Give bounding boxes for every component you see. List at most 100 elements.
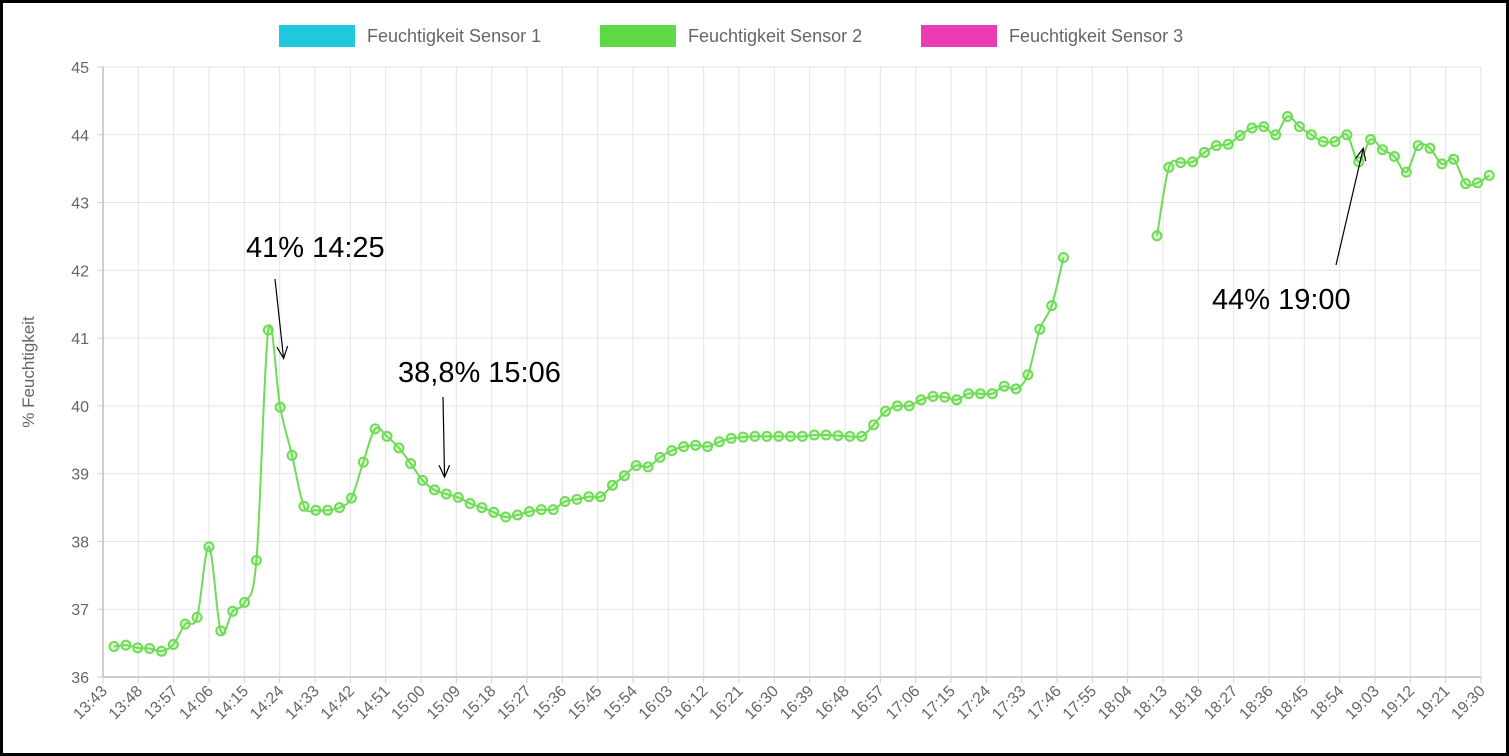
data-point[interactable] [215, 625, 227, 637]
data-point[interactable] [939, 391, 951, 403]
data-point[interactable] [1436, 158, 1448, 170]
data-point[interactable] [796, 430, 808, 442]
data-point[interactable] [322, 504, 334, 516]
data-point[interactable] [571, 493, 583, 505]
data-point[interactable] [440, 488, 452, 500]
data-point[interactable] [405, 458, 417, 469]
data-point[interactable] [476, 502, 488, 514]
data-point[interactable] [1365, 134, 1377, 145]
data-point[interactable] [583, 491, 595, 503]
data-point[interactable] [108, 641, 120, 652]
data-point[interactable] [749, 430, 761, 442]
data-point[interactable] [369, 423, 381, 435]
data-point[interactable] [1270, 129, 1282, 141]
data-point[interactable] [144, 643, 156, 654]
data-point[interactable] [1022, 369, 1034, 381]
data-point[interactable] [1258, 121, 1270, 133]
data-point[interactable] [737, 431, 749, 443]
data-point[interactable] [1234, 130, 1246, 141]
data-point[interactable] [986, 388, 998, 400]
data-point[interactable] [1010, 383, 1022, 395]
data-point[interactable] [298, 500, 310, 512]
data-point[interactable] [167, 639, 179, 650]
data-point[interactable] [666, 445, 678, 457]
data-point[interactable] [998, 380, 1010, 392]
data-point[interactable] [250, 554, 262, 566]
data-point[interactable] [179, 618, 191, 630]
data-point[interactable] [1151, 230, 1163, 242]
data-point[interactable] [808, 429, 820, 441]
data-point[interactable] [654, 451, 666, 463]
data-point[interactable] [1199, 146, 1210, 158]
data-point[interactable] [239, 596, 251, 608]
data-point[interactable] [464, 498, 476, 509]
data-point[interactable] [1210, 140, 1222, 152]
data-point[interactable] [702, 441, 713, 453]
data-point[interactable] [713, 436, 725, 448]
data-point[interactable] [1058, 252, 1069, 263]
data-point[interactable] [523, 506, 535, 518]
data-point[interactable] [951, 394, 963, 406]
data-point[interactable] [512, 509, 523, 521]
data-point[interactable] [1472, 177, 1483, 189]
data-point[interactable] [488, 506, 500, 518]
data-point[interactable] [785, 430, 796, 442]
data-point[interactable] [761, 430, 773, 442]
data-point[interactable] [1317, 136, 1329, 148]
data-point[interactable] [1460, 178, 1472, 190]
legend-item[interactable]: Feuchtigkeit Sensor 1 [279, 25, 541, 47]
data-point[interactable] [310, 504, 322, 516]
data-point[interactable] [1412, 140, 1424, 152]
data-point[interactable] [227, 605, 239, 617]
data-point[interactable] [1222, 138, 1234, 150]
data-point[interactable] [903, 400, 915, 412]
data-point[interactable] [1175, 157, 1187, 169]
data-point[interactable] [1400, 166, 1412, 178]
data-point[interactable] [618, 470, 630, 482]
data-point[interactable] [915, 394, 927, 406]
data-point[interactable] [535, 504, 547, 516]
data-point[interactable] [1046, 300, 1058, 312]
data-point[interactable] [500, 511, 512, 523]
data-point[interactable] [880, 405, 891, 417]
data-point[interactable] [868, 419, 880, 431]
data-point[interactable] [773, 430, 785, 442]
data-point[interactable] [203, 541, 215, 553]
data-point[interactable] [725, 432, 737, 444]
data-point[interactable] [1282, 111, 1294, 122]
data-point[interactable] [120, 639, 132, 651]
data-point[interactable] [1483, 169, 1495, 181]
data-point[interactable] [1388, 151, 1400, 162]
data-point[interactable] [820, 429, 832, 441]
data-point[interactable] [429, 484, 440, 496]
data-point[interactable] [642, 461, 654, 473]
legend-item[interactable]: Feuchtigkeit Sensor 3 [921, 25, 1183, 47]
data-point[interactable] [595, 491, 607, 503]
data-point[interactable] [891, 400, 903, 412]
data-point[interactable] [334, 502, 345, 514]
data-point[interactable] [678, 441, 690, 453]
data-point[interactable] [1293, 121, 1305, 133]
data-point[interactable] [357, 456, 369, 468]
data-point[interactable] [286, 449, 298, 461]
data-point[interactable] [607, 479, 618, 491]
data-point[interactable] [1187, 156, 1199, 168]
legend-item[interactable]: Feuchtigkeit Sensor 2 [600, 25, 862, 47]
data-point[interactable] [1163, 161, 1175, 173]
data-point[interactable] [630, 460, 642, 471]
data-point[interactable] [832, 430, 844, 442]
data-point[interactable] [927, 390, 939, 402]
data-point[interactable] [844, 430, 856, 442]
data-point[interactable] [156, 645, 167, 657]
data-point[interactable] [547, 504, 559, 516]
data-point[interactable] [856, 430, 868, 442]
data-point[interactable] [1377, 144, 1388, 156]
data-point[interactable] [1341, 129, 1353, 141]
data-point[interactable] [1448, 153, 1460, 165]
data-point[interactable] [393, 442, 405, 454]
data-point[interactable] [559, 496, 571, 507]
data-point[interactable] [974, 388, 986, 400]
data-point[interactable] [1305, 129, 1317, 141]
data-point[interactable] [191, 611, 203, 623]
data-point[interactable] [262, 324, 274, 336]
